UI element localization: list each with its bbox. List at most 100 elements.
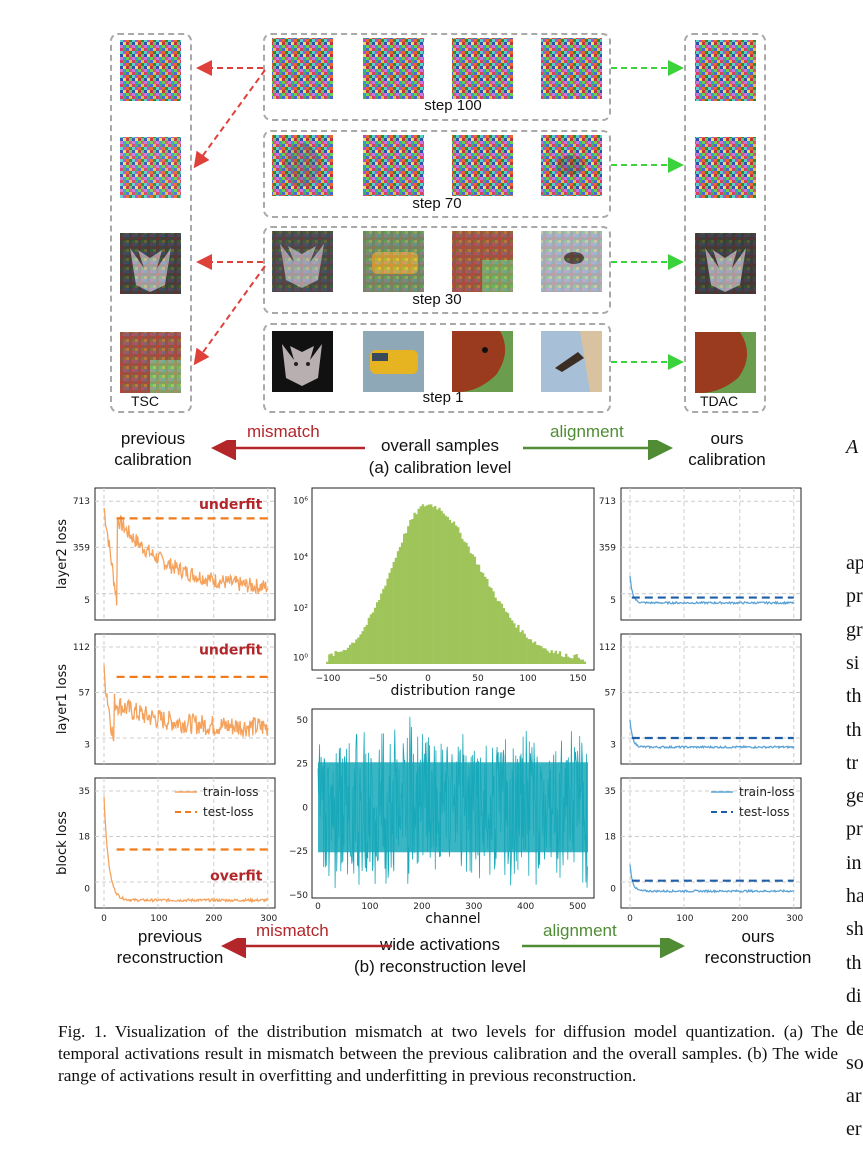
- histogram-bar: [552, 653, 555, 664]
- histogram-bar: [398, 547, 402, 664]
- step-30-box: [263, 226, 611, 314]
- tsc-box: [110, 33, 192, 413]
- step-30-label: step 30: [412, 291, 462, 308]
- right-column-fragment: ge: [846, 785, 863, 808]
- histogram-bar: [577, 657, 580, 664]
- x-tick-label: 100: [150, 914, 167, 924]
- histogram-bar: [417, 508, 420, 664]
- histogram-bar: [504, 611, 508, 664]
- histogram-bar: [355, 639, 358, 664]
- y-tick-label: −25: [289, 847, 308, 857]
- x-tick-label: 100: [361, 902, 378, 912]
- y-axis-label: layer2 loss: [55, 519, 70, 589]
- histogram-bar: [371, 612, 375, 664]
- histogram-bar: [340, 651, 344, 664]
- histogram-bar: [548, 652, 551, 664]
- y-tick-label: 359: [73, 543, 90, 553]
- ours-reconstruction-label: ours reconstruction: [704, 927, 812, 967]
- y-tick-label: 35: [79, 787, 90, 797]
- step-1-label: step 1: [422, 389, 464, 406]
- loss-panel-frame: [620, 487, 802, 621]
- right-column-fragment: pr: [846, 818, 863, 841]
- right-column-fragment: de: [846, 1018, 863, 1041]
- step-70-label: step 70: [412, 195, 462, 212]
- x-tick-label: 0: [627, 914, 633, 924]
- histogram-bar: [579, 659, 582, 664]
- histogram-bar: [463, 541, 466, 664]
- histogram-bar: [403, 533, 406, 664]
- histogram-bar: [450, 523, 454, 664]
- step-100-label: step 100: [424, 97, 482, 114]
- right-column-fragment: tr: [846, 751, 859, 774]
- histogram-bar: [326, 661, 329, 664]
- x-tick-label: 200: [731, 914, 748, 924]
- histogram-bar: [486, 578, 489, 664]
- histogram-bar: [492, 591, 495, 664]
- x-tick-label: 50: [472, 674, 484, 684]
- histogram-bar: [457, 527, 460, 664]
- histogram-bar: [465, 542, 468, 664]
- right-column-fragment: ar: [846, 1084, 862, 1107]
- train-loss-line: [629, 864, 795, 894]
- histogram-bar: [484, 576, 487, 664]
- y-tick-label: 10⁰: [293, 653, 308, 663]
- histogram-bar: [376, 602, 379, 664]
- y-tick-label: 5: [84, 596, 90, 606]
- histogram-bar: [423, 506, 427, 664]
- step-100-box: [263, 33, 611, 121]
- y-tick-label: 57: [605, 689, 616, 699]
- right-column-fragment: th: [846, 951, 862, 974]
- histogram-bar: [515, 627, 518, 664]
- right-column-fragment: so: [846, 1051, 863, 1074]
- histogram-bar: [523, 633, 526, 664]
- x-tick-label: −100: [316, 674, 341, 684]
- histogram-bar: [369, 614, 373, 664]
- loss-panel-frame: [620, 777, 802, 909]
- histogram-bar: [521, 630, 524, 664]
- y-tick-label: 25: [297, 760, 308, 770]
- right-column-fragment: sh: [846, 918, 863, 941]
- histogram-bar: [390, 568, 393, 664]
- histogram-bar: [361, 631, 364, 664]
- histogram-bar: [332, 655, 335, 664]
- x-tick-label: −50: [369, 674, 388, 684]
- right-column-fragment: in: [846, 851, 862, 874]
- histogram-bar: [569, 657, 572, 664]
- x-tick-label: 0: [101, 914, 107, 924]
- histogram-bar: [336, 651, 339, 664]
- histogram-bar: [560, 656, 564, 664]
- histogram-bar: [444, 515, 447, 664]
- histogram-bar: [535, 644, 539, 664]
- y-tick-label: 112: [599, 643, 616, 653]
- histogram-bar: [583, 661, 587, 664]
- train-loss-line: [103, 664, 269, 742]
- histogram-bar: [508, 617, 512, 664]
- histogram-bar: [413, 512, 416, 664]
- step-1-box: [263, 323, 611, 413]
- right-column-fragment: si: [846, 651, 860, 674]
- tdac-box: [684, 33, 766, 413]
- y-tick-label: 10⁴: [293, 553, 308, 563]
- y-tick-label: 0: [84, 885, 90, 895]
- x-tick-label: 300: [260, 914, 277, 924]
- histogram-bar: [415, 514, 418, 664]
- histogram-bar: [544, 648, 547, 664]
- histogram-bar: [367, 617, 371, 664]
- y-tick-label: −50: [289, 891, 308, 901]
- histogram-bar: [540, 646, 543, 664]
- y-tick-label: 112: [73, 643, 90, 653]
- histogram-bar: [394, 557, 398, 664]
- x-axis-label: distribution range: [391, 683, 516, 699]
- histogram-bar: [378, 600, 381, 664]
- histogram-bar: [349, 644, 352, 664]
- histogram-bar: [357, 637, 360, 664]
- histogram-bar: [365, 624, 368, 664]
- x-tick-label: 400: [517, 902, 534, 912]
- right-column-fragment: di: [846, 984, 862, 1007]
- y-tick-label: 359: [599, 543, 616, 553]
- fit-annotation: underfit: [199, 643, 263, 659]
- histogram-bar: [405, 533, 408, 664]
- histogram-bar: [434, 506, 437, 664]
- histogram-bar: [363, 627, 366, 664]
- histogram-bar: [556, 653, 560, 664]
